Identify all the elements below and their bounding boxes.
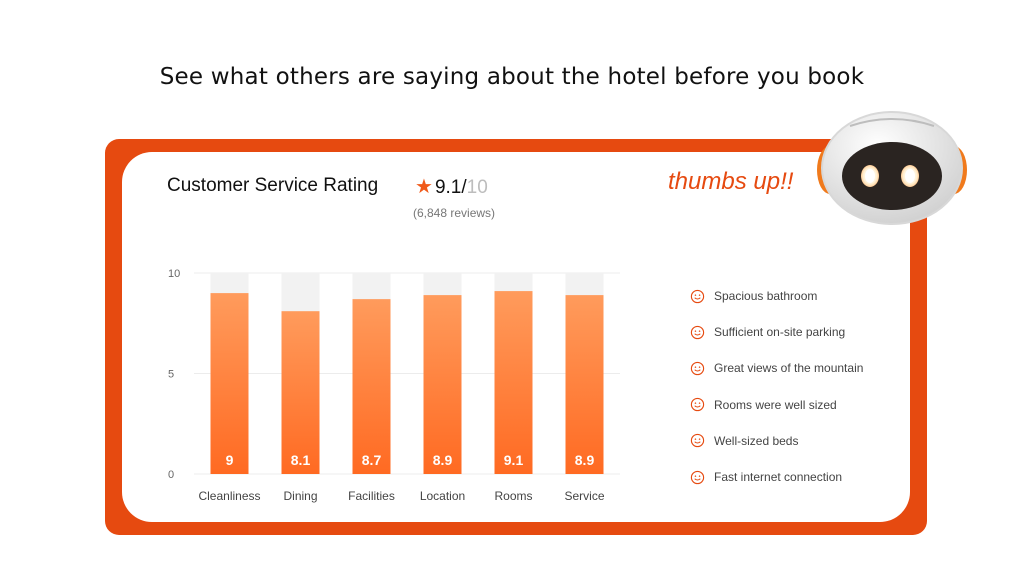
bar-value-label: 9.1 <box>504 452 524 468</box>
robot-mascot-icon <box>817 111 967 225</box>
reason-text: Well-sized beds <box>714 433 799 448</box>
bar <box>210 293 249 474</box>
x-category-label: Service <box>564 489 604 503</box>
smile-icon <box>690 361 705 376</box>
smile-icon <box>690 434 705 448</box>
bar-value-label: 8.9 <box>575 452 595 468</box>
bar-value-label: 9 <box>226 452 234 468</box>
bar-value-label: 8.9 <box>433 452 453 468</box>
bar-value-label: 8.1 <box>291 452 311 468</box>
reason-list: Spacious bathroom Sufficient on-site par… <box>690 278 863 495</box>
card-title: Customer Service Rating <box>167 175 379 196</box>
x-category-label: Facilities <box>348 489 395 503</box>
rating-value: 9.1/ <box>434 177 467 198</box>
list-item: Well-sized beds <box>690 423 863 459</box>
bar <box>565 295 604 474</box>
smile-icon <box>690 325 705 339</box>
thumbs-up-callout: thumbs up!! <box>668 168 794 195</box>
bar <box>281 311 320 474</box>
reason-text: Rooms were well sized <box>714 397 837 412</box>
reason-text: Sufficient on-site parking <box>714 325 846 340</box>
reason-text: Great views of the mountain <box>714 361 864 376</box>
ratings-bar-chart: 0 5 10 9 Cleanliness 8.1 Dining 8.7 Facilities 8.… <box>168 268 620 503</box>
x-category-label: Dining <box>283 489 317 503</box>
list-item: Great views of the mountain <box>690 350 863 386</box>
list-item: Rooms were well sized <box>690 387 863 423</box>
overall-rating: ★ 9.1/10 <box>415 174 488 199</box>
smile-icon <box>690 398 705 412</box>
bar <box>423 295 462 474</box>
smile-icon <box>690 470 705 484</box>
y-tick-label: 10 <box>168 268 180 280</box>
list-item: Spacious bathroom <box>690 278 863 314</box>
review-count: (6,848 reviews) <box>413 206 496 220</box>
y-tick-label: 5 <box>168 369 174 381</box>
list-item: Fast internet connection <box>690 459 863 495</box>
page-headline: See what others are saying about the hot… <box>159 64 865 90</box>
rating-max: 10 <box>466 177 488 198</box>
bar <box>494 291 533 474</box>
reason-text: Fast internet connection <box>714 470 843 485</box>
bar <box>352 299 391 474</box>
bar-value-label: 8.7 <box>362 452 382 468</box>
reason-text: Spacious bathroom <box>714 289 818 304</box>
smile-icon <box>690 289 705 303</box>
x-category-label: Location <box>420 489 465 503</box>
x-category-label: Rooms <box>494 489 532 503</box>
y-tick-label: 0 <box>168 469 174 481</box>
list-item: Sufficient on-site parking <box>690 314 863 350</box>
star-icon: ★ <box>415 176 433 198</box>
x-category-label: Cleanliness <box>198 489 260 503</box>
